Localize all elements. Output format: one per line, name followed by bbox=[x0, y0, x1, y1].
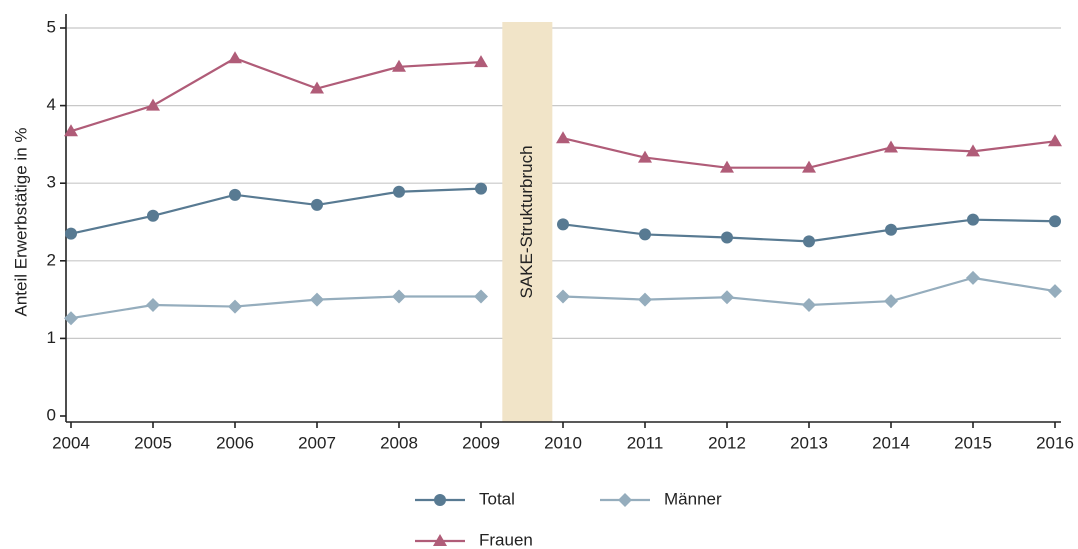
marker bbox=[146, 298, 160, 313]
marker bbox=[557, 218, 569, 231]
marker bbox=[146, 98, 160, 111]
marker bbox=[433, 534, 447, 546]
marker bbox=[638, 292, 652, 307]
break-label: SAKE-Strukturbruch bbox=[517, 145, 536, 298]
marker bbox=[1048, 134, 1062, 147]
marker bbox=[639, 228, 651, 241]
marker bbox=[64, 311, 78, 326]
y-tick-label: 5 bbox=[47, 17, 56, 36]
marker bbox=[556, 289, 570, 304]
marker bbox=[803, 235, 815, 248]
y-tick-label: 4 bbox=[47, 95, 56, 114]
x-tick-label: 2005 bbox=[134, 433, 172, 452]
marker bbox=[1048, 284, 1062, 299]
x-tick-label: 2006 bbox=[216, 433, 254, 452]
marker bbox=[474, 55, 488, 68]
marker bbox=[556, 131, 570, 144]
marker bbox=[434, 494, 446, 506]
marker bbox=[475, 182, 487, 195]
marker bbox=[721, 231, 733, 244]
marker bbox=[884, 294, 898, 309]
marker bbox=[229, 188, 241, 201]
x-tick-label: 2010 bbox=[544, 433, 582, 452]
legend-label: Frauen bbox=[479, 530, 533, 549]
marker bbox=[720, 290, 734, 305]
legend-label: Männer bbox=[664, 489, 722, 508]
marker bbox=[885, 223, 897, 236]
x-tick-label: 2011 bbox=[627, 433, 664, 452]
marker bbox=[311, 198, 323, 211]
x-tick-label: 2014 bbox=[872, 433, 910, 452]
series-line bbox=[70, 187, 482, 235]
marker bbox=[228, 299, 242, 314]
x-tick-label: 2015 bbox=[954, 433, 992, 452]
marker bbox=[474, 289, 488, 304]
x-tick-label: 2013 bbox=[790, 433, 828, 452]
marker bbox=[966, 270, 980, 285]
marker bbox=[393, 185, 405, 198]
marker bbox=[802, 160, 816, 173]
x-tick-label: 2016 bbox=[1036, 433, 1074, 452]
marker bbox=[147, 209, 159, 222]
y-tick-label: 0 bbox=[47, 405, 56, 424]
marker bbox=[65, 227, 77, 240]
marker bbox=[228, 51, 242, 64]
marker bbox=[310, 81, 324, 94]
break-band bbox=[502, 22, 553, 422]
y-tick-label: 3 bbox=[47, 173, 56, 192]
legend-label: Total bbox=[479, 489, 515, 508]
marker bbox=[392, 289, 406, 304]
y-tick-label: 1 bbox=[47, 328, 56, 347]
marker bbox=[967, 213, 979, 226]
marker bbox=[64, 124, 78, 137]
series-line bbox=[70, 57, 482, 133]
y-axis-label: Anteil Erwerbstätige in % bbox=[11, 128, 30, 317]
marker bbox=[638, 150, 652, 163]
marker bbox=[310, 292, 324, 307]
marker bbox=[392, 59, 406, 72]
x-tick-label: 2004 bbox=[52, 433, 90, 452]
marker bbox=[966, 144, 980, 157]
x-tick-label: 2008 bbox=[380, 433, 418, 452]
x-tick-label: 2012 bbox=[708, 433, 746, 452]
series-line bbox=[70, 295, 481, 320]
marker bbox=[884, 140, 898, 153]
marker bbox=[802, 298, 816, 313]
x-tick-label: 2009 bbox=[462, 433, 500, 452]
y-tick-label: 2 bbox=[47, 250, 56, 269]
x-tick-label: 2007 bbox=[298, 433, 336, 452]
marker bbox=[618, 493, 632, 507]
marker bbox=[720, 160, 734, 173]
marker bbox=[1049, 215, 1061, 228]
